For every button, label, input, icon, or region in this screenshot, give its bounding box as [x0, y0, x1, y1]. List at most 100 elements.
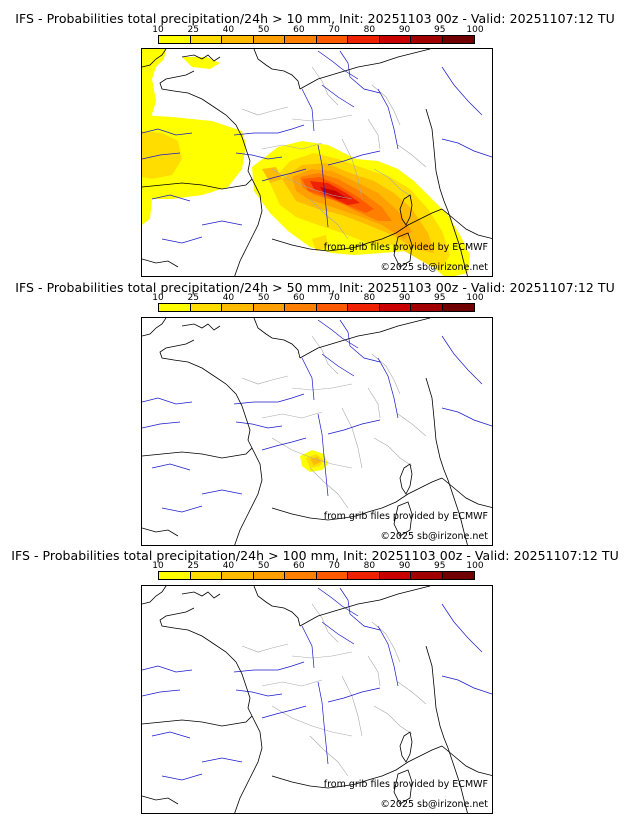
- river: [142, 665, 193, 673]
- river: [317, 144, 329, 228]
- credit-source: from grib files provided by ECMWF: [323, 779, 488, 790]
- coastline: [181, 591, 221, 599]
- river: [301, 625, 315, 669]
- colorbar-tick-label: 50: [257, 293, 270, 303]
- admin-border: [311, 335, 339, 375]
- colorbar-tick-label: 95: [434, 25, 446, 35]
- coastline: [253, 586, 301, 627]
- river: [233, 393, 305, 405]
- panel-title: IFS - Probabilities total precipitation/…: [11, 548, 619, 563]
- credit-copyright: ©2025 sb@irizone.net: [380, 531, 488, 542]
- river: [235, 152, 283, 160]
- coastline: [343, 745, 443, 787]
- admin-border: [341, 675, 363, 737]
- colorbar-swatch: [411, 304, 443, 311]
- colorbar-ticks: 10 25 40 50 60 70 80 90 95 100: [152, 293, 483, 303]
- sardinia-coast: [393, 769, 413, 805]
- colorbar-ticks: 10 25 40 50 60 70 80 90 95 100: [152, 561, 483, 571]
- river: [321, 84, 355, 108]
- colorbar-tick-label: 70: [328, 561, 340, 571]
- admin-border: [371, 621, 401, 663]
- colorbar-swatch: [285, 304, 317, 311]
- river: [327, 687, 381, 703]
- colorbar: [158, 303, 475, 312]
- coastline: [441, 745, 492, 776]
- colorbar-tick-label: 40: [222, 561, 235, 571]
- colorbar-swatch: [316, 572, 348, 579]
- colorbar-tick-label: 80: [363, 25, 376, 35]
- colorbar-tick-label: 100: [466, 293, 484, 303]
- colorbar-swatch: [285, 36, 317, 43]
- river: [441, 335, 483, 385]
- river: [261, 168, 307, 182]
- admin-border: [367, 655, 381, 687]
- river: [233, 661, 305, 673]
- river: [142, 689, 181, 697]
- colorbar-tick-label: 10: [152, 561, 164, 571]
- admin-border: [271, 437, 353, 469]
- coastline: [142, 527, 179, 537]
- admin-border: [311, 66, 339, 106]
- sardinia-coast: [393, 501, 413, 537]
- coastline: [142, 586, 167, 605]
- coastline: [271, 507, 345, 521]
- coastline: [142, 719, 235, 727]
- river: [201, 489, 243, 495]
- colorbar-tick-label: 40: [222, 25, 235, 35]
- corsica-coast: [399, 463, 413, 495]
- admin-border: [291, 114, 353, 122]
- coastline: [142, 451, 235, 459]
- river: [235, 421, 283, 429]
- river: [339, 50, 381, 94]
- colorbar-swatch: [348, 572, 380, 579]
- river: [151, 463, 191, 471]
- river: [377, 88, 399, 150]
- colorbar-swatch: [253, 36, 285, 43]
- river: [201, 220, 243, 226]
- colorbar-tick-label: 80: [363, 293, 376, 303]
- river: [233, 124, 305, 136]
- coastline: [142, 258, 179, 268]
- colorbar: [158, 571, 475, 580]
- river: [339, 319, 381, 363]
- panel-title: IFS - Probabilities total precipitation/…: [15, 11, 615, 26]
- river: [441, 66, 483, 116]
- river: [317, 413, 329, 497]
- credit-copyright: ©2025 sb@irizone.net: [380, 262, 488, 273]
- river: [142, 128, 193, 136]
- coastline: [425, 645, 468, 813]
- colorbar-swatch: [190, 36, 222, 43]
- colorbar-tick-label: 25: [187, 293, 199, 303]
- coastline: [441, 477, 492, 508]
- colorbar-tick-label: 90: [398, 25, 411, 35]
- map-svg: [142, 586, 492, 813]
- admin-border: [271, 705, 353, 737]
- coastline: [299, 586, 431, 627]
- coastline: [299, 318, 431, 359]
- river: [161, 505, 203, 513]
- colorbar-tick-label: 50: [257, 561, 270, 571]
- colorbar-swatch: [159, 304, 191, 311]
- panel-title: IFS - Probabilities total precipitation/…: [15, 280, 615, 295]
- colorbar-swatch: [253, 304, 285, 311]
- admin-border: [309, 467, 349, 509]
- admin-border: [367, 387, 381, 419]
- river: [261, 437, 307, 451]
- map-frame: from grib files provided by ECMWF ©2025 …: [141, 48, 493, 277]
- coastline: [253, 318, 301, 359]
- prob-area: [142, 199, 152, 225]
- colorbar-swatch: [411, 572, 443, 579]
- river: [327, 150, 381, 166]
- map-frame: from grib files provided by ECMWF ©2025 …: [141, 317, 493, 546]
- admin-border: [241, 106, 289, 116]
- admin-border: [309, 198, 349, 240]
- colorbar-tick-label: 90: [398, 561, 411, 571]
- colorbar-tick-label: 100: [466, 25, 484, 35]
- coastline: [271, 238, 345, 252]
- colorbar-tick-label: 40: [222, 293, 235, 303]
- colorbar-swatch: [379, 304, 411, 311]
- admin-border: [341, 407, 363, 469]
- river: [321, 353, 355, 377]
- admin-border: [261, 142, 323, 150]
- river: [441, 138, 492, 158]
